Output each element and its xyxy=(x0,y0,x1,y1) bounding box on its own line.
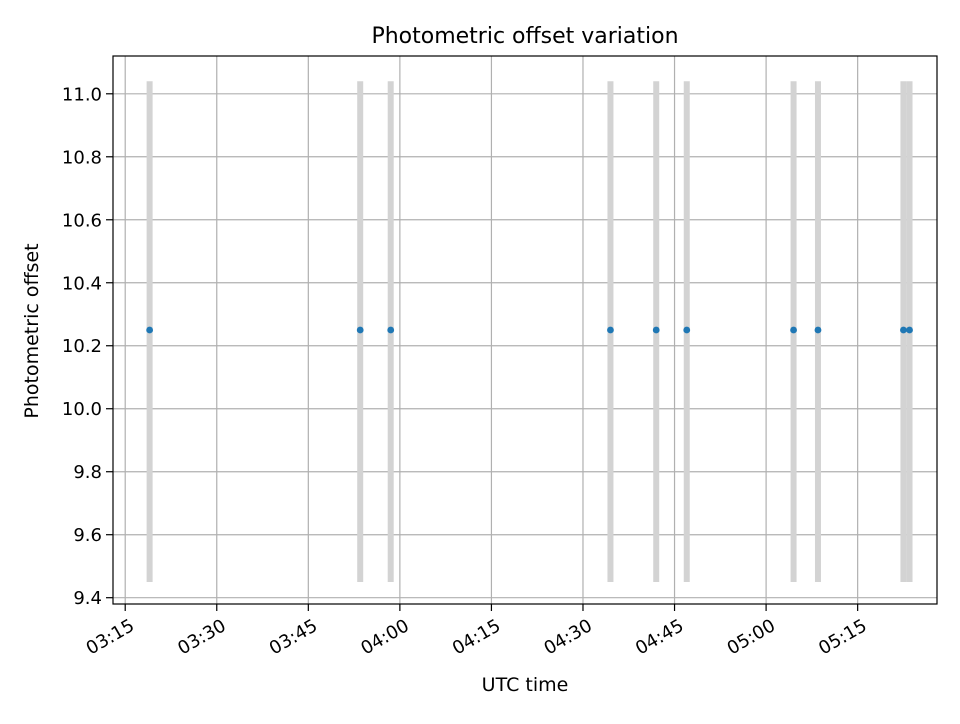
data-point xyxy=(683,326,691,334)
data-point xyxy=(790,326,797,334)
y-tick-label: 10.8 xyxy=(62,147,102,168)
x-tick-label: 04:15 xyxy=(449,615,504,659)
y-tick-label: 10.4 xyxy=(62,273,102,294)
data-point xyxy=(356,326,364,334)
plot-frame xyxy=(112,55,938,605)
x-tick-label: 04:45 xyxy=(632,615,687,659)
y-tick-label: 9.8 xyxy=(73,462,102,483)
x-tick-label: 05:15 xyxy=(815,615,870,659)
data-point xyxy=(814,326,822,334)
x-tick-label: 03:45 xyxy=(266,615,321,659)
chart-title: Photometric offset variation xyxy=(371,24,678,49)
axis-layer: 03:15 03:30 03:45 04:00 04:15 04:30 04:45 05:00… xyxy=(62,84,871,659)
x-tick-label: 04:30 xyxy=(540,615,595,659)
y-tick-label: 9.4 xyxy=(73,588,102,609)
y-tick-label: 11.0 xyxy=(62,84,102,105)
x-tick-label: 04:00 xyxy=(357,615,412,659)
data-point xyxy=(906,326,913,334)
data-point xyxy=(607,326,614,334)
x-tick-label: 03:15 xyxy=(83,615,138,659)
y-tick-label: 10.6 xyxy=(62,210,102,231)
point-layer xyxy=(146,326,913,334)
x-axis-label: UTC time xyxy=(482,674,569,696)
x-tick-label: 03:30 xyxy=(174,615,229,659)
y-tick-label: 10.2 xyxy=(62,336,102,357)
grid-layer xyxy=(113,56,937,604)
y-tick-label: 10.0 xyxy=(62,399,102,420)
data-point xyxy=(900,326,907,334)
data-point xyxy=(146,326,154,334)
y-axis-label: Photometric offset xyxy=(21,243,43,418)
x-tick-label: 05:00 xyxy=(724,615,779,659)
y-tick-label: 9.6 xyxy=(73,525,102,546)
data-point xyxy=(387,326,395,334)
data-point xyxy=(652,326,660,334)
